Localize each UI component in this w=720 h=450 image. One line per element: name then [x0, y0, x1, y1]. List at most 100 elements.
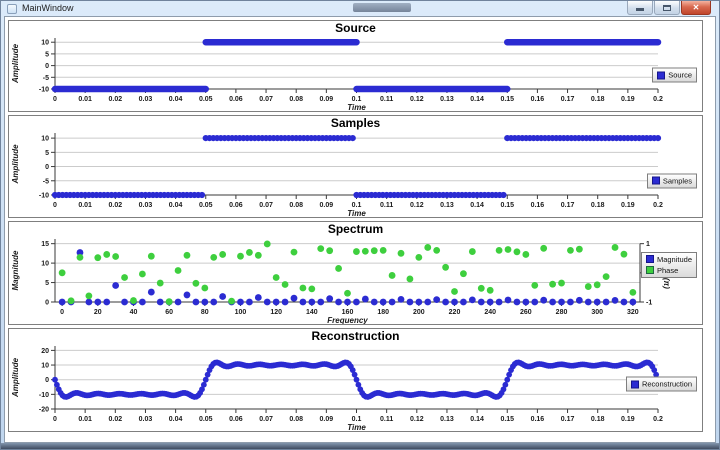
magnitude-point [567, 299, 574, 306]
phase-point [103, 251, 110, 258]
x-tick-label: 0.14 [470, 416, 484, 423]
magnitude-point [103, 299, 110, 306]
phase-point [148, 253, 155, 260]
phase-point [112, 253, 119, 260]
magnitude-point [460, 299, 467, 306]
phase-point [317, 245, 324, 252]
legend-label: Source [668, 71, 692, 80]
magnitude-point [371, 299, 378, 306]
x-tick-label: 320 [627, 309, 639, 316]
samples-plot[interactable]: 1050-5-1000.010.020.030.040.050.060.070.… [9, 130, 702, 217]
magnitude-point [326, 295, 333, 302]
phase-point [451, 288, 458, 295]
y-axis-title: Amplitude [11, 43, 20, 84]
source-plot[interactable]: 1050-5-1000.010.020.030.040.050.060.070.… [9, 35, 702, 111]
x-tick-label: 0.19 [621, 416, 635, 423]
sample-point [655, 135, 661, 141]
phase-point [192, 280, 199, 287]
magnitude-point [576, 297, 583, 304]
x-tick-label: 0.01 [78, 96, 92, 103]
phase-point [505, 246, 512, 253]
magnitude-point [451, 299, 458, 306]
phase-point [308, 285, 315, 292]
reconstruction-plot[interactable]: 20100-10-2000.010.020.030.040.050.060.07… [9, 343, 702, 431]
right-tick-label: -1 [646, 300, 652, 307]
phase-point [344, 290, 351, 297]
x-tick-label: 0.01 [78, 416, 92, 423]
magnitude-point [407, 299, 414, 306]
y-tick-label: 5 [45, 51, 49, 58]
phase-point [415, 254, 422, 261]
phase-point [407, 276, 414, 283]
x-tick-label: 0.02 [108, 96, 122, 103]
magnitude-point [184, 292, 191, 299]
phase-point [549, 281, 556, 288]
x-tick-label: 0.06 [229, 96, 243, 103]
legend-swatch [652, 177, 660, 185]
x-tick-label: 0.07 [259, 96, 273, 103]
titlebar[interactable]: MainWindow ✕ [1, 1, 719, 16]
close-button[interactable]: ✕ [681, 1, 711, 15]
x-tick-label: 0.13 [440, 96, 454, 103]
x-tick-label: 0.05 [199, 416, 213, 423]
window-controls: ✕ [626, 1, 711, 15]
legend-swatch [657, 71, 665, 79]
phase-point [442, 264, 449, 271]
chart-title-samples: Samples [9, 116, 702, 130]
phase-point [237, 253, 244, 260]
x-tick-label: 0.12 [410, 202, 424, 209]
y-tick-label: 5 [45, 280, 49, 287]
phase-point [576, 246, 583, 253]
x-tick-label: 0.15 [500, 416, 514, 423]
phase-point [300, 285, 307, 292]
x-tick-label: 0.16 [531, 96, 545, 103]
x-tick-label: 0.08 [289, 202, 303, 209]
x-tick-label: 40 [130, 309, 138, 316]
y-axis-title: Amplitude [11, 357, 20, 398]
phase-point [380, 247, 387, 254]
x-tick-label: 0.11 [380, 202, 393, 209]
sample-point [500, 192, 506, 198]
magnitude-point [487, 299, 494, 306]
magnitude-point [264, 299, 271, 306]
x-tick-label: 0.15 [500, 96, 514, 103]
phase-point [612, 244, 619, 251]
window-title: MainWindow [22, 1, 74, 16]
phase-point [514, 248, 521, 255]
maximize-button[interactable] [654, 1, 680, 15]
magnitude-point [380, 299, 387, 306]
magnitude-point [585, 299, 592, 306]
magnitude-point [282, 299, 289, 306]
phase-point [121, 274, 128, 281]
phase-point [540, 245, 547, 252]
y-tick-label: -5 [43, 178, 49, 185]
magnitude-point [237, 299, 244, 306]
x-tick-label: 0.07 [259, 416, 273, 423]
reconstruction-point [504, 377, 510, 383]
source-legend: Source [652, 68, 697, 83]
magnitude-point [335, 299, 342, 306]
titlebar-center-overlay [353, 3, 411, 12]
y-axis-title: Magnitude [11, 250, 20, 291]
x-tick-label: 0.03 [139, 416, 153, 423]
magnitude-point [478, 299, 485, 306]
phase-point [77, 254, 84, 261]
phase-point [264, 241, 271, 248]
x-tick-label: 0.09 [320, 202, 334, 209]
x-tick-label: 0.03 [139, 202, 153, 209]
phase-point [478, 285, 485, 292]
magnitude-point [157, 299, 164, 306]
y-tick-label: 0 [45, 164, 49, 171]
magnitude-point [522, 299, 529, 306]
phase-point [139, 271, 146, 278]
phase-point [469, 248, 476, 255]
y-tick-label: 5 [45, 150, 49, 157]
legend-swatch [631, 380, 639, 388]
magnitude-point [558, 299, 565, 306]
y-tick-label: -10 [39, 392, 49, 399]
window-bottom-border [1, 443, 719, 449]
minimize-button[interactable] [627, 1, 653, 15]
spectrum-plot[interactable]: 1510500204060801001201401601802002202402… [9, 236, 702, 324]
magnitude-point [621, 299, 628, 306]
magnitude-point [94, 299, 101, 306]
